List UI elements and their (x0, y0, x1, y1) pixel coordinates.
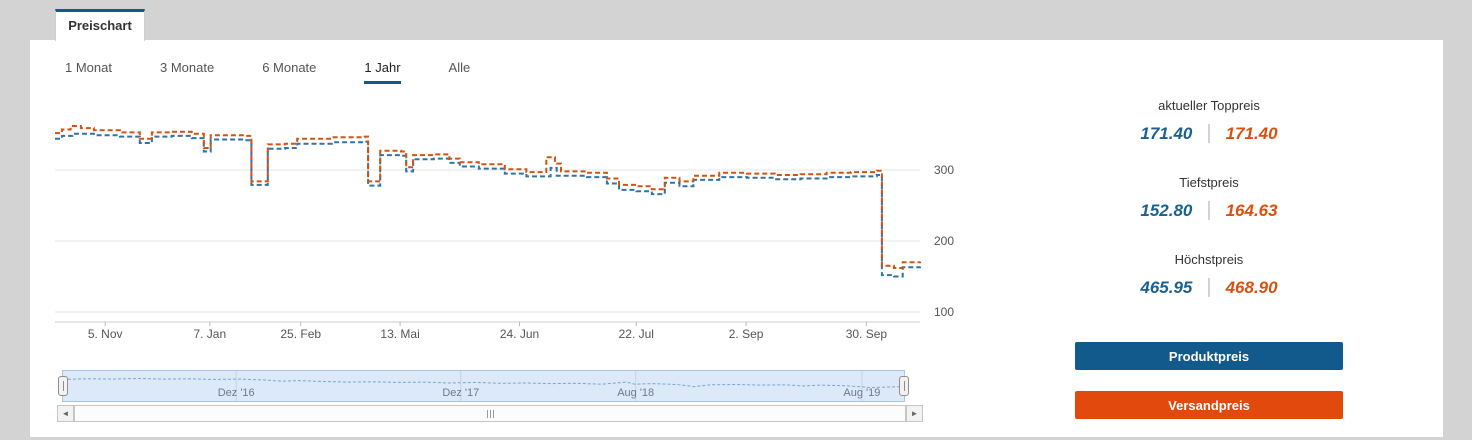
svg-text:100: 100 (934, 305, 954, 319)
summary-label: aktueller Toppreis (1158, 98, 1260, 113)
svg-text:5. Nov: 5. Nov (88, 327, 123, 341)
scrollbar-grip-icon (492, 409, 494, 418)
scrollbar-thumb[interactable] (74, 406, 906, 421)
range-tab-6-monate[interactable]: 6 Monate (262, 60, 317, 75)
price-chart-svg: 300 200 100 5. Nov 7. Jan 25. Feb 13. Mai 24. J… (55, 125, 954, 341)
range-selector: 1 Monat 3 Monate 6 Monate 1 Jahr Alle (65, 60, 470, 84)
svg-text:22. Jul: 22. Jul (619, 327, 654, 341)
scroll-left-button[interactable]: ◄ (57, 405, 74, 422)
svg-text:Dez '16: Dez '16 (218, 387, 255, 399)
value-separator: | (1206, 199, 1212, 221)
range-tab-alle[interactable]: Alle (448, 60, 471, 75)
svg-text:Aug '19: Aug '19 (843, 387, 880, 399)
value-separator: | (1206, 276, 1212, 298)
product-price-value: 152.80 (1140, 200, 1193, 220)
svg-text:30. Sep: 30. Sep (846, 327, 888, 341)
produktpreis-button[interactable]: Produktpreis (1075, 342, 1343, 370)
scrollbar-grip-icon (486, 409, 488, 418)
versandpreis-button[interactable]: Versandpreis (1075, 391, 1343, 419)
svg-text:200: 200 (934, 234, 954, 248)
svg-text:7. Jan: 7. Jan (193, 327, 226, 341)
scrollbar-track[interactable] (74, 405, 906, 422)
summary-label: Tiefstpreis (1179, 175, 1239, 190)
summary-row-tiefstpreis: Tiefstpreis 152.80 | 164.63 (1075, 175, 1343, 222)
tab-preischart[interactable]: Preischart (55, 9, 145, 41)
product-price-value: 171.40 (1140, 123, 1193, 143)
svg-text:25. Feb: 25. Feb (280, 327, 321, 341)
svg-text:24. Jun: 24. Jun (500, 327, 539, 341)
scrollbar-grip-icon (489, 409, 491, 418)
svg-text:300: 300 (934, 163, 954, 177)
handle-grip-icon (63, 381, 64, 391)
scroll-right-button[interactable]: ► (906, 405, 923, 422)
scroll-left-icon: ◄ (61, 409, 70, 418)
value-separator: | (1206, 122, 1212, 144)
svg-text:13. Mai: 13. Mai (380, 327, 419, 341)
shipping-price-value: 164.63 (1225, 200, 1278, 220)
summary-label: Höchstpreis (1174, 252, 1244, 267)
summary-row-hoechstpreis: Höchstpreis 465.95 | 468.90 (1075, 252, 1343, 299)
svg-text:Aug '18: Aug '18 (617, 387, 654, 399)
range-tab-1-monat[interactable]: 1 Monat (65, 60, 112, 75)
handle-grip-icon (904, 381, 905, 391)
shipping-price-value: 468.90 (1225, 277, 1278, 297)
navigator-left-handle[interactable] (58, 376, 68, 396)
chart-scrollbar[interactable]: ◄ ► (57, 405, 923, 422)
svg-text:Dez '17: Dez '17 (442, 387, 479, 399)
shipping-price-value: 171.40 (1225, 123, 1278, 143)
product-price-value: 465.95 (1140, 277, 1193, 297)
scroll-right-icon: ► (910, 409, 919, 418)
summary-row-toppreis: aktueller Toppreis 171.40 | 171.40 (1075, 98, 1343, 145)
navigator-right-handle[interactable] (899, 376, 909, 396)
navigator-chart-svg: Dez '16 Dez '17 Aug '18 Aug '19 (62, 371, 905, 401)
svg-text:2. Sep: 2. Sep (729, 327, 764, 341)
range-tab-1-jahr[interactable]: 1 Jahr (364, 60, 401, 84)
range-tab-3-monate[interactable]: 3 Monate (159, 60, 215, 75)
chart-navigator[interactable]: Dez '16 Dez '17 Aug '18 Aug '19 (58, 370, 909, 402)
